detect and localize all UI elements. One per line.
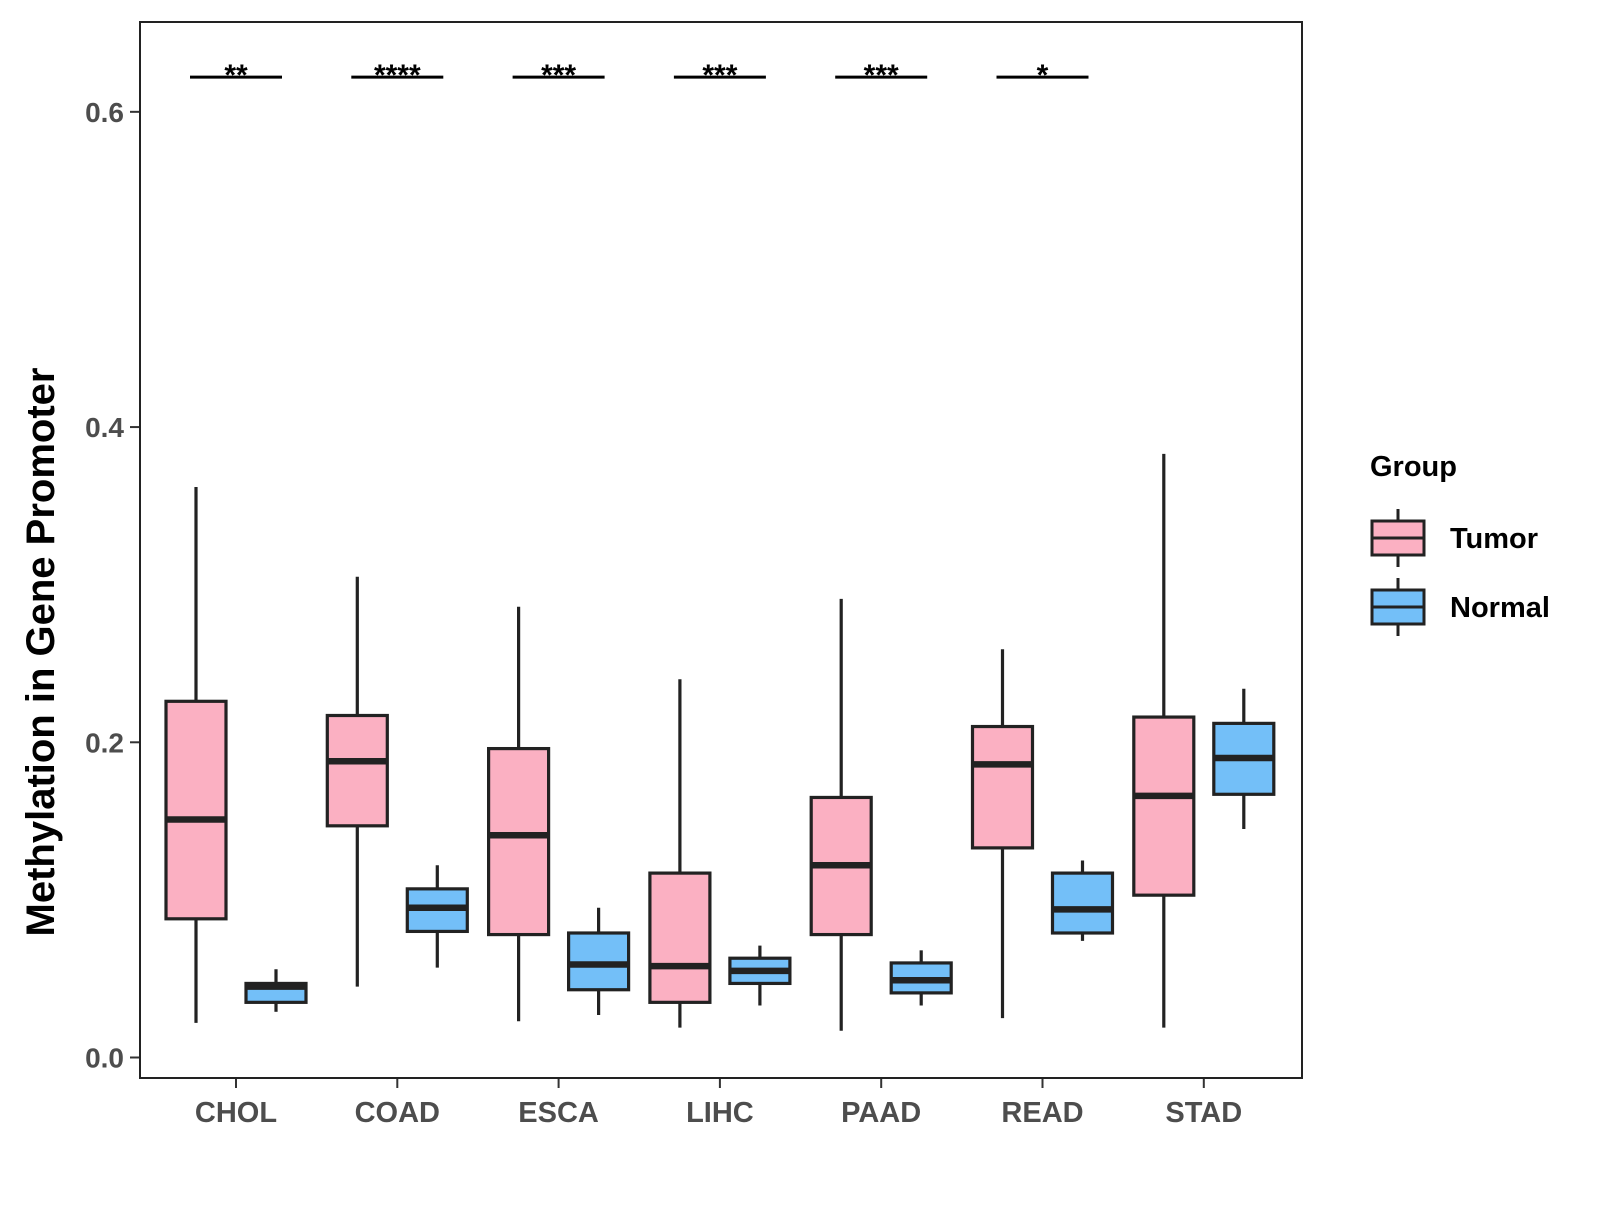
x-tick-label: CHOL xyxy=(195,1097,277,1129)
box-tumor-stad xyxy=(1132,453,1196,1028)
box-layer xyxy=(164,453,1276,1031)
significance-layer: ** **** *** *** *** * xyxy=(190,59,1089,92)
x-tick-label: PAAD xyxy=(841,1097,921,1129)
box-tumor-read xyxy=(970,649,1035,1019)
box-iqr xyxy=(325,713,389,828)
x-axis: CHOL COAD ESCA LIHC PAAD READ STAD xyxy=(195,1078,1242,1129)
y-axis: 0.0 0.2 0.4 0.6 xyxy=(85,97,140,1074)
y-axis-title: Methylation in Gene Promoter xyxy=(19,368,63,937)
box-tumor-esca xyxy=(487,606,551,1022)
box-tumor-paad xyxy=(809,598,873,1031)
significance-esca: *** xyxy=(512,59,605,92)
legend: Group Tumor Normal xyxy=(1370,451,1550,636)
y-tick-label: 0.0 xyxy=(85,1043,124,1074)
box-iqr xyxy=(648,871,712,1004)
y-tick-label: 0.2 xyxy=(85,727,124,758)
legend-label: Normal xyxy=(1450,592,1550,624)
legend-title: Group xyxy=(1370,451,1457,483)
x-tick-label: LIHC xyxy=(686,1097,754,1129)
significance-lihc: *** xyxy=(673,59,766,92)
box-iqr xyxy=(1132,715,1196,897)
significance-label: *** xyxy=(541,59,576,92)
box-normal-chol xyxy=(244,969,308,1012)
x-tick-label: ESCA xyxy=(518,1097,599,1129)
significance-label: *** xyxy=(702,59,737,92)
legend-items: Tumor Normal xyxy=(1370,509,1550,636)
significance-label: **** xyxy=(374,59,421,92)
box-iqr xyxy=(1050,871,1115,935)
legend-item-tumor: Tumor xyxy=(1370,509,1538,567)
legend-label: Tumor xyxy=(1450,523,1538,555)
plot-panel-border xyxy=(139,21,1303,1079)
box-iqr xyxy=(487,746,551,937)
significance-chol: ** xyxy=(190,59,282,92)
box-normal-esca xyxy=(566,907,631,1015)
box-normal-stad xyxy=(1212,688,1276,829)
significance-label: *** xyxy=(864,59,899,92)
y-tick-label: 0.4 xyxy=(85,412,124,443)
significance-paad: *** xyxy=(835,59,928,92)
y-tick-label: 0.6 xyxy=(85,97,124,128)
box-iqr xyxy=(164,699,228,921)
legend-item-normal: Normal xyxy=(1370,578,1550,636)
significance-label: ** xyxy=(224,59,248,92)
x-tick-label: STAD xyxy=(1165,1097,1242,1129)
significance-label: * xyxy=(1037,59,1049,92)
significance-read: * xyxy=(996,59,1089,92)
box-iqr xyxy=(970,724,1035,850)
box-normal-coad xyxy=(405,865,469,968)
box-normal-lihc xyxy=(728,945,792,1006)
box-tumor-lihc xyxy=(648,679,712,1028)
x-tick-label: READ xyxy=(1001,1097,1083,1129)
box-normal-paad xyxy=(889,950,953,1006)
box-tumor-coad xyxy=(325,576,389,987)
box-normal-read xyxy=(1050,860,1115,941)
box-tumor-chol xyxy=(164,486,228,1023)
significance-coad: **** xyxy=(351,59,444,92)
x-tick-label: COAD xyxy=(355,1097,440,1129)
